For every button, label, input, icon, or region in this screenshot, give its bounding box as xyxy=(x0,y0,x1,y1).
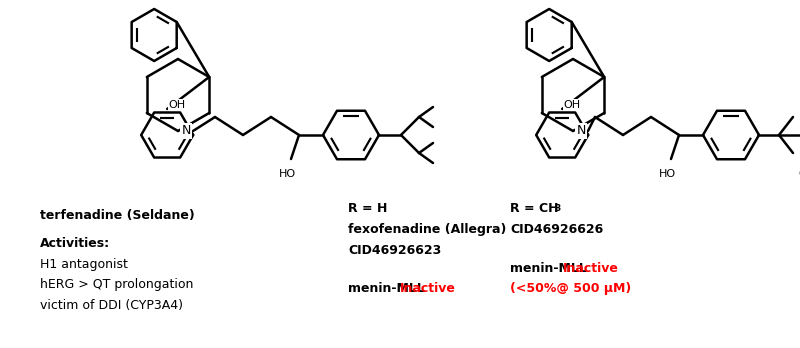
Text: R = H: R = H xyxy=(348,202,387,215)
Text: N: N xyxy=(182,125,190,137)
Text: 3: 3 xyxy=(554,204,561,213)
Text: (<50%@ 500 μM): (<50%@ 500 μM) xyxy=(510,282,632,295)
Text: HO: HO xyxy=(278,169,295,179)
Text: OH: OH xyxy=(564,100,581,110)
Text: CID46926623: CID46926623 xyxy=(348,244,442,256)
Text: O: O xyxy=(798,169,800,179)
Text: CID46926626: CID46926626 xyxy=(510,223,604,236)
Text: hERG > QT prolongation: hERG > QT prolongation xyxy=(40,278,194,291)
Text: terfenadine (Seldane): terfenadine (Seldane) xyxy=(40,209,194,222)
Text: menin-MLL: menin-MLL xyxy=(348,282,430,295)
Text: Activities:: Activities: xyxy=(40,237,110,250)
Text: R = CH: R = CH xyxy=(510,202,559,215)
Text: N: N xyxy=(576,125,586,137)
Text: menin-MLL: menin-MLL xyxy=(510,262,592,275)
Text: Inactive: Inactive xyxy=(562,262,618,275)
Text: fexofenadine (Allegra): fexofenadine (Allegra) xyxy=(348,223,506,236)
Text: HO: HO xyxy=(658,169,675,179)
Text: OH: OH xyxy=(169,100,186,110)
Text: H1 antagonist: H1 antagonist xyxy=(40,258,128,270)
Text: Inactive: Inactive xyxy=(400,282,456,295)
Text: victim of DDI (CYP3A4): victim of DDI (CYP3A4) xyxy=(40,299,183,312)
